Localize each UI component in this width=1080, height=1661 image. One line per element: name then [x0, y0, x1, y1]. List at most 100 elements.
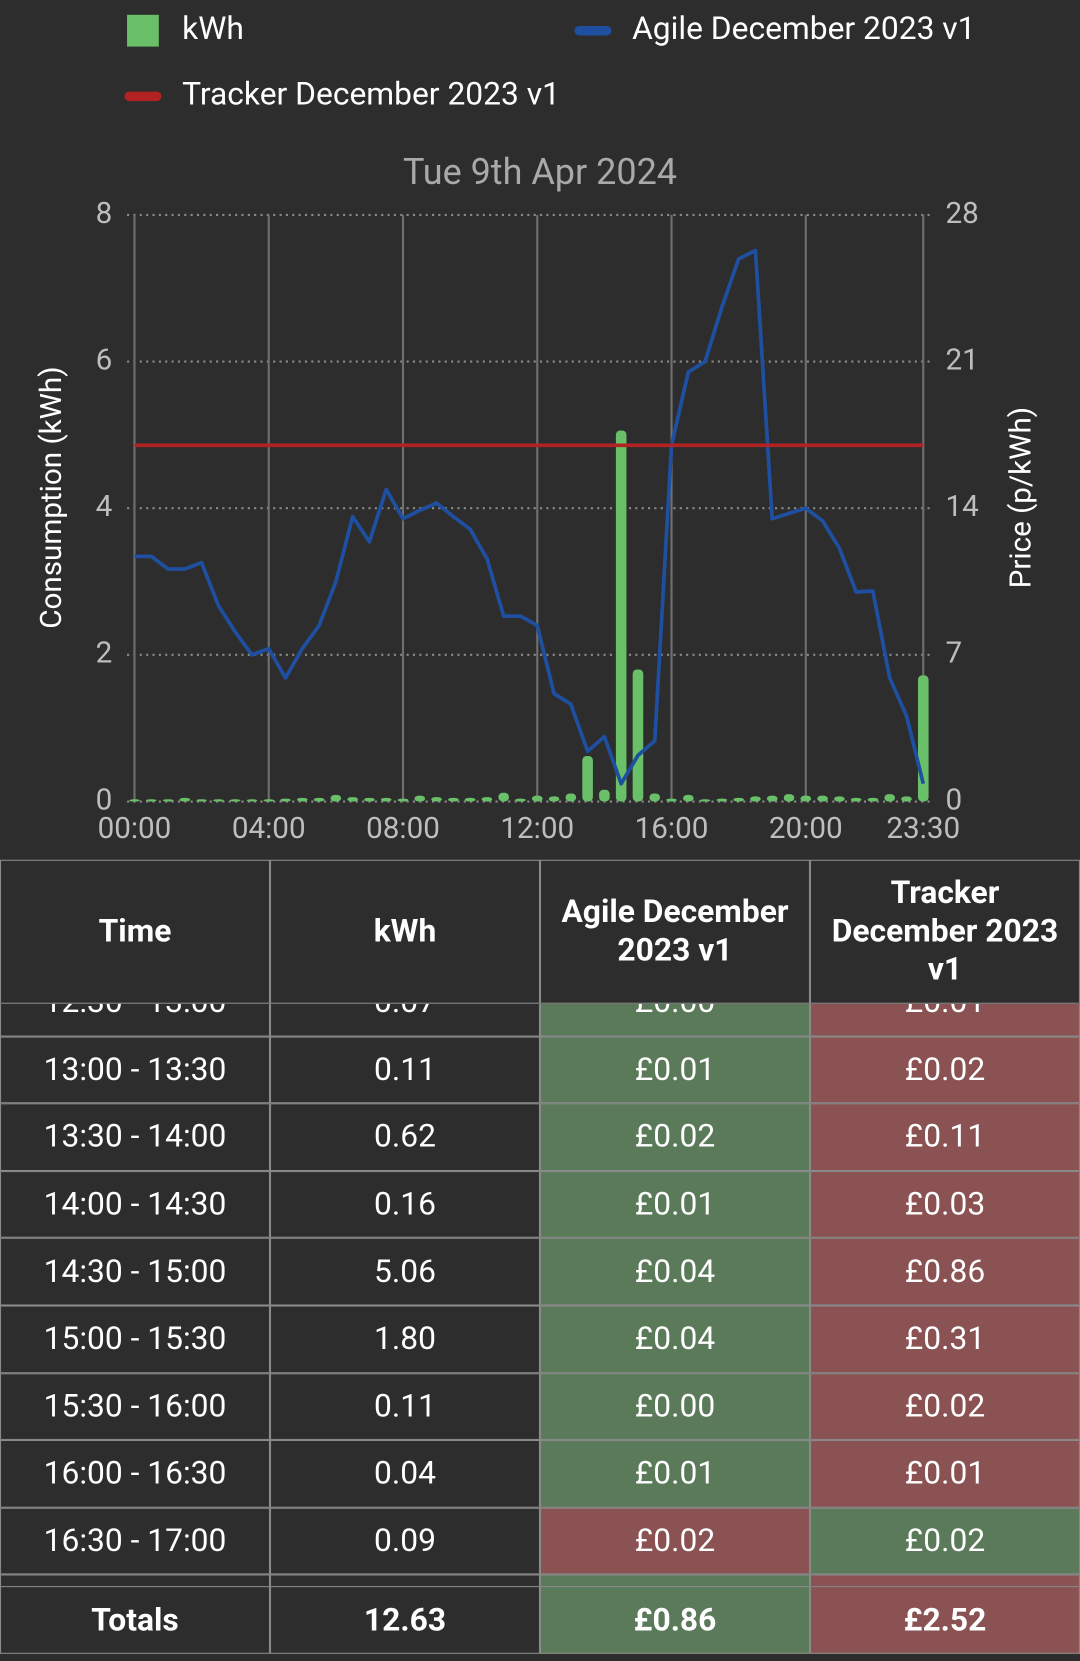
- agile-cell: £0.04: [539, 1238, 810, 1306]
- table-row: 12:30 - 13:000.07£0.00£0.01: [0, 1003, 1080, 1037]
- agile-cell: £0.00: [539, 1003, 810, 1037]
- time-cell: 15:30 - 16:00: [0, 1372, 270, 1441]
- bar: [297, 797, 308, 802]
- kwh-cell: 12.63: [269, 1586, 540, 1654]
- plot: [129, 248, 929, 802]
- table-row: 14:00 - 14:30 0.16 £0.01 £0.03: [0, 1170, 1080, 1239]
- bar: [196, 799, 207, 802]
- y2-tick-label: 28: [946, 197, 979, 231]
- table-row: 14:30 - 15:00 5.06 £0.04 £0.86: [0, 1238, 1080, 1306]
- y-axis-label: Consumption (kWh): [35, 366, 69, 628]
- table-row: 15:30 - 16:00 0.11 £0.00 £0.02: [0, 1372, 1080, 1441]
- bar: [800, 795, 812, 802]
- empty-cell: [0, 1574, 270, 1587]
- tracker-cell: £2.52: [809, 1586, 1080, 1654]
- bar: [699, 799, 711, 802]
- agile-cell: £0.00: [539, 1372, 810, 1441]
- y2-tick-label: 21: [946, 343, 979, 377]
- tracker-cell: £0.11: [809, 1103, 1080, 1171]
- table-row-partial: [0, 1574, 1080, 1587]
- time-cell: 14:30 - 15:00: [0, 1238, 270, 1306]
- time-cell: 16:00 - 16:30: [0, 1440, 270, 1508]
- bar: [750, 796, 761, 802]
- agile-cell: £0.02: [539, 1507, 810, 1575]
- y-tick-label: 8: [96, 197, 113, 231]
- bar: [481, 797, 493, 802]
- table-row: 15:00 - 15:30 1.80 £0.04 £0.31: [0, 1305, 1080, 1373]
- bar: [448, 797, 459, 802]
- bar: [531, 795, 543, 802]
- time-cell: 15:00 - 15:30: [0, 1305, 270, 1373]
- bar: [548, 796, 560, 802]
- legend-label: Tracker December 2023 v1: [182, 76, 560, 113]
- table-body[interactable]: 12:30 - 13:000.07£0.00£0.0113:00 - 13:30…: [0, 1003, 1080, 1587]
- empty-cell: [539, 1574, 810, 1587]
- bar: [347, 797, 358, 802]
- kwh-cell: 0.11: [269, 1036, 540, 1104]
- bar: [179, 797, 191, 802]
- y-tick-label: 6: [96, 343, 113, 377]
- bar: [414, 795, 426, 802]
- table-totals: Totals 12.63 £0.86 £2.52: [0, 1586, 1080, 1654]
- x-tick-label: 12:00: [500, 812, 574, 846]
- agile-cell: £0.01: [539, 1036, 810, 1104]
- bar: [716, 798, 728, 802]
- legend-label: kWh: [182, 10, 244, 47]
- bar: [280, 798, 291, 802]
- x-tick-label: 20:00: [769, 812, 843, 846]
- bar: [162, 799, 174, 802]
- bar: [364, 797, 375, 802]
- bar: [229, 799, 241, 802]
- bar: [263, 799, 275, 802]
- y-tick-label: 0: [96, 783, 113, 817]
- tracker-cell: £0.01: [809, 1440, 1080, 1508]
- bar: [515, 798, 526, 802]
- bar: [766, 795, 778, 802]
- chart: Tue 9th Apr 2024 Consumption (kWh) Price…: [35, 10, 1039, 846]
- header-cell: kWh: [269, 859, 540, 1004]
- kwh-cell: 0.62: [269, 1103, 540, 1171]
- kwh-cell: 0.11: [269, 1372, 540, 1441]
- time-cell: 13:30 - 14:00: [0, 1103, 270, 1171]
- agile-cell: £0.02: [539, 1103, 810, 1171]
- x-tick-label: 04:00: [232, 812, 306, 846]
- header-cell: Agile December 2023 v1: [539, 859, 810, 1004]
- bar: [834, 796, 845, 802]
- y2-tick-label: 0: [946, 783, 963, 817]
- y-tick-label: 2: [96, 637, 113, 671]
- table-header: Time kWh Agile December 2023 v1 Tracker Dec…: [0, 859, 1080, 1004]
- bar: [330, 794, 342, 802]
- bar: [783, 794, 795, 802]
- tracker-cell: £0.01: [809, 1003, 1080, 1037]
- bar: [498, 792, 509, 802]
- bar: [599, 789, 610, 802]
- bar: [733, 797, 744, 802]
- empty-cell: [269, 1574, 540, 1587]
- tracker-cell: £0.03: [809, 1170, 1080, 1239]
- bar: [464, 797, 476, 802]
- bar: [884, 794, 896, 802]
- kwh-cell: 1.80: [269, 1305, 540, 1373]
- chart-title: Tue 9th Apr 2024: [403, 151, 677, 193]
- bar: [649, 793, 661, 802]
- time-cell: 12:30 - 13:00: [0, 1003, 270, 1037]
- header-cell: Tracker December 2023 v1: [809, 859, 1080, 1004]
- table-row: 16:00 - 16:30 0.04 £0.01 £0.01: [0, 1440, 1080, 1508]
- legend-label: Agile December 2023 v1: [632, 10, 975, 47]
- bar: [666, 798, 677, 802]
- agile-cell: £0.01: [539, 1440, 810, 1508]
- agile-cell: £0.01: [539, 1170, 810, 1239]
- bar: [431, 797, 442, 802]
- empty-cell: [809, 1574, 1080, 1587]
- agile-cell: £0.86: [539, 1586, 810, 1654]
- table-row: 13:00 - 13:30 0.11 £0.01 £0.02: [0, 1036, 1080, 1104]
- kwh-cell: 0.04: [269, 1440, 540, 1508]
- kwh-cell: 0.09: [269, 1507, 540, 1575]
- y-tick-label: 4: [96, 490, 113, 524]
- x-tick-label: 16:00: [635, 812, 709, 846]
- x-tick-label: 23:30: [886, 812, 960, 846]
- bar: [145, 799, 157, 802]
- table-row: 13:30 - 14:00 0.62 £0.02 £0.11: [0, 1103, 1080, 1171]
- bar: [565, 793, 577, 802]
- kwh-cell: 0.07: [269, 1003, 540, 1037]
